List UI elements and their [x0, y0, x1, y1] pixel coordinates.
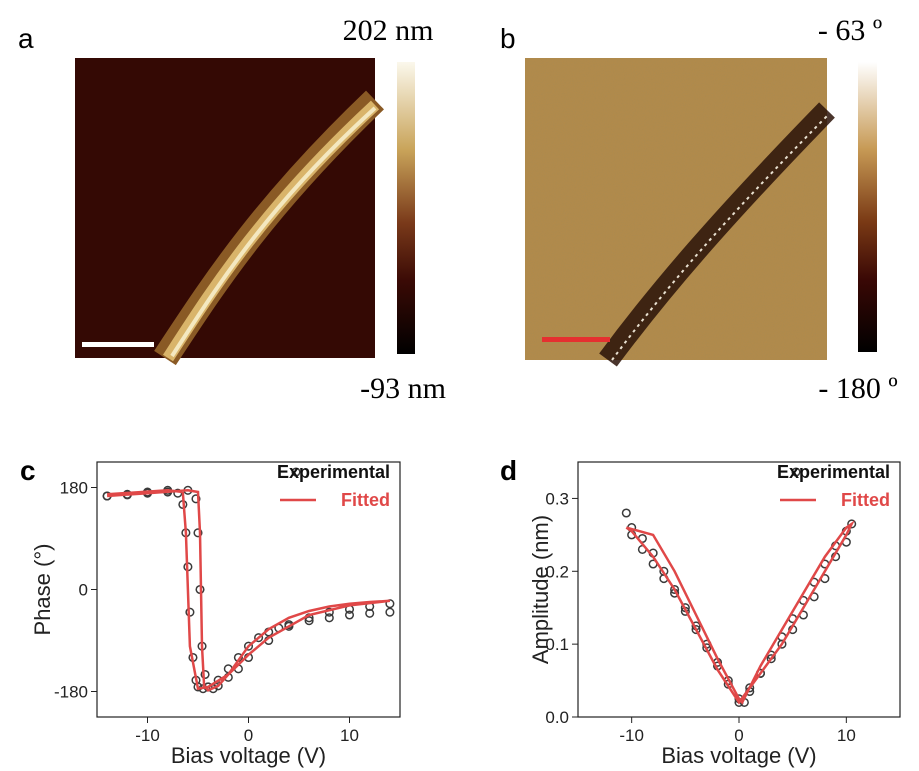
x-axis-label: Bias voltage (V)	[661, 743, 816, 768]
fiber-ridge	[170, 106, 377, 358]
fit-line	[107, 489, 391, 692]
shade	[75, 58, 375, 358]
phase-noise	[525, 58, 827, 360]
data-point	[304, 616, 314, 626]
scale-bar	[82, 342, 154, 347]
y-tick-label: 180	[60, 479, 88, 498]
data-point	[254, 633, 264, 643]
legend-label: Fitted	[341, 490, 390, 510]
x-tick-label: -10	[135, 726, 160, 745]
data-point	[173, 488, 183, 498]
data-point	[243, 641, 254, 651]
fiber-phase-edge	[611, 115, 828, 361]
data-point	[670, 584, 680, 595]
data-point	[847, 519, 857, 529]
fiber-phase	[599, 102, 835, 367]
legend-label: Fitted	[841, 490, 890, 510]
x-tick-label: 0	[244, 726, 253, 745]
data-point	[385, 607, 395, 617]
data-point	[385, 599, 395, 609]
panel-label: a	[18, 23, 34, 54]
colorbar-max: 202 nm	[343, 14, 434, 47]
y-axis-label: Phase (°)	[30, 544, 55, 636]
colorbar-min: -93 nm	[360, 372, 446, 405]
colorbar	[397, 62, 415, 354]
y-tick-label: 0.0	[545, 708, 569, 727]
y-tick-label: 0	[79, 581, 88, 600]
legend-label: Experimental	[777, 462, 890, 482]
colorbar	[858, 62, 877, 352]
colorbar-max: - 63 º	[818, 14, 882, 47]
legend-label: Experimental	[277, 462, 390, 482]
data-point	[621, 508, 631, 518]
data-point	[200, 669, 210, 680]
data-point	[745, 683, 755, 693]
data-point	[284, 621, 294, 631]
panel-label: b	[500, 23, 516, 54]
data-point	[766, 654, 776, 664]
data-point	[191, 494, 201, 504]
x-tick-label: 0	[734, 726, 743, 745]
y-tick-label: 0.2	[545, 562, 569, 581]
panel-label: c	[20, 455, 36, 486]
data-point	[691, 625, 701, 635]
y-tick-label: -180	[54, 683, 88, 702]
fit-line	[625, 520, 855, 705]
data-point	[193, 528, 203, 538]
y-tick-label: 0.1	[545, 635, 569, 654]
panel-label: d	[500, 455, 517, 486]
scale-bar	[542, 337, 610, 342]
x-tick-label: -10	[619, 726, 644, 745]
afm-image	[75, 58, 375, 358]
data-point	[777, 639, 787, 649]
legend-marker	[291, 467, 301, 477]
data-point	[344, 610, 355, 620]
y-axis-label: Amplitude (nm)	[528, 515, 553, 664]
data-point	[324, 613, 334, 623]
colorbar-min: - 180 º	[818, 372, 897, 405]
x-tick-label: 10	[837, 726, 856, 745]
x-tick-label: 10	[340, 726, 359, 745]
data-point	[365, 608, 375, 618]
y-tick-label: 0.3	[545, 489, 569, 508]
legend-marker	[791, 467, 801, 477]
x-axis-label: Bias voltage (V)	[171, 743, 326, 768]
